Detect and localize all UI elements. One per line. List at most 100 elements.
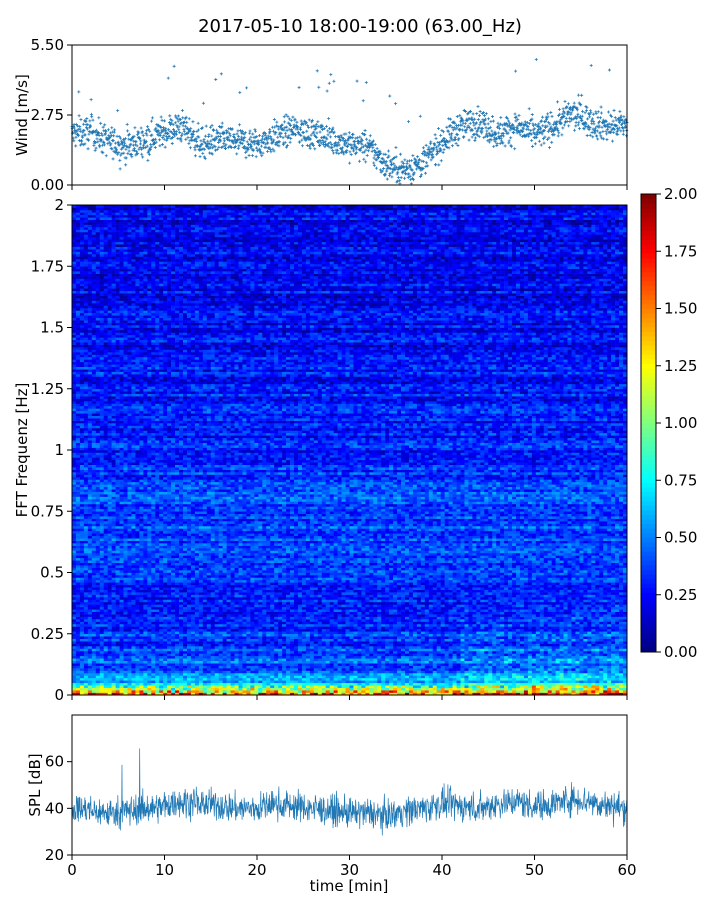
spectrogram-cell: [571, 655, 576, 659]
spectrogram-cell: [226, 670, 231, 674]
spectrogram-cell: [246, 665, 251, 669]
spectrogram-cell: [111, 655, 116, 659]
spectrogram-cell: [432, 682, 438, 686]
spectrogram-cell: [143, 675, 148, 679]
spectrogram-cell: [313, 653, 319, 657]
spectrogram-cell: [286, 648, 291, 652]
spectrogram-cell: [472, 687, 477, 691]
spectrogram-cell: [135, 687, 140, 691]
spectrogram-cell: [99, 677, 105, 681]
spectrogram-cell: [131, 677, 136, 681]
spectrogram-cell: [159, 670, 164, 674]
spectrogram-cell: [175, 638, 180, 642]
spectrogram-cell: [119, 638, 124, 642]
spectrogram-cell: [452, 672, 457, 676]
wind-point: [213, 138, 217, 142]
spectrogram-cell: [377, 650, 382, 654]
wind-point: [210, 134, 214, 138]
wind-point: [86, 123, 90, 127]
spectrogram-cell: [563, 690, 568, 693]
spectrogram-cell: [377, 687, 382, 691]
spectrogram-cell: [186, 670, 192, 674]
spectrogram-cell: [151, 648, 156, 652]
spectrogram-cell: [373, 685, 378, 688]
spectrogram-cell: [270, 641, 275, 644]
spectrogram-cell: [575, 641, 580, 644]
spectrogram-cell: [361, 655, 366, 659]
wind-point: [95, 137, 99, 141]
wind-point: [115, 152, 119, 156]
spectrogram-cell: [337, 663, 342, 666]
spectrogram-cell: [527, 653, 533, 657]
spectrogram-cell: [321, 650, 327, 654]
spectrogram-cell: [389, 658, 394, 661]
spectrogram-cell: [595, 685, 600, 688]
spectrogram-cell: [159, 643, 164, 647]
spectrogram-cell: [420, 665, 426, 669]
spectrogram-cell: [559, 690, 564, 693]
spectrogram-cell: [171, 638, 176, 642]
spectrogram-cell: [290, 677, 295, 681]
spectrogram-cell: [103, 690, 108, 693]
spectrogram-cell: [72, 643, 77, 647]
spectrogram-cell: [270, 665, 275, 669]
spectrogram-cell: [567, 685, 572, 688]
spectrogram-cell: [440, 665, 445, 669]
spectrogram-cell: [290, 690, 295, 693]
spectrogram-cell: [615, 650, 620, 654]
spectrogram-cell: [460, 668, 465, 671]
spectrogram-cell: [436, 648, 441, 652]
spectrogram-cell: [254, 677, 259, 681]
spectrogram-cell: [436, 660, 441, 664]
spectrogram-cell: [183, 641, 188, 644]
spectrogram-cell: [270, 672, 275, 676]
wind-point: [562, 123, 566, 127]
spectrogram-cell: [543, 648, 549, 652]
spectrogram-cell: [290, 648, 295, 652]
spectrogram-cell: [416, 668, 422, 671]
spectrogram-cell: [611, 663, 616, 666]
wind-point: [592, 122, 596, 126]
spectrogram-cell: [353, 672, 358, 676]
wind-point: [217, 145, 221, 149]
spectrogram-cell: [416, 648, 422, 652]
spectrogram-cell: [143, 643, 148, 647]
spectrogram-cell: [345, 677, 350, 681]
spectrogram-cell: [230, 643, 235, 647]
spectrogram-cell: [103, 668, 108, 671]
spectrogram-cell: [547, 655, 552, 659]
spectrogram-cell: [349, 658, 354, 661]
spectrogram-cell: [504, 650, 509, 654]
spectrogram-cell: [523, 668, 529, 671]
spectrogram-cell: [210, 675, 216, 679]
spectrogram-cell: [103, 655, 108, 659]
spectrogram-cell: [615, 668, 620, 671]
wind-point: [124, 156, 128, 160]
spectrogram-cell: [519, 675, 525, 679]
spectrogram-cell: [408, 663, 414, 666]
spectrogram-cell: [194, 677, 200, 681]
wind-point: [219, 72, 223, 76]
spectrogram-cell: [139, 690, 144, 693]
spectrogram-cell: [309, 680, 315, 684]
spectrogram-cell: [111, 643, 116, 647]
spectrogram-cell: [500, 675, 505, 679]
spectrogram-cell: [405, 680, 410, 684]
spectrogram-cell: [611, 643, 616, 647]
spectrogram-cell: [313, 690, 319, 693]
spectrogram-cell: [527, 672, 533, 676]
spectrogram-cell: [496, 660, 501, 664]
spectrogram-cell: [95, 658, 101, 661]
spectrogram-cell: [325, 638, 330, 642]
wind-point: [147, 152, 151, 156]
spectrogram-cell: [286, 663, 291, 666]
wind-point: [140, 152, 144, 156]
spectrogram-cell: [444, 638, 449, 642]
spectrogram-cell: [159, 690, 164, 693]
spectrogram-cell: [373, 668, 378, 671]
spectrogram-cell: [527, 677, 533, 681]
spectrogram-cell: [480, 672, 485, 676]
spectrogram-cell: [167, 665, 172, 669]
spectrogram-cell: [183, 675, 188, 679]
spectrogram-cell: [107, 660, 112, 664]
